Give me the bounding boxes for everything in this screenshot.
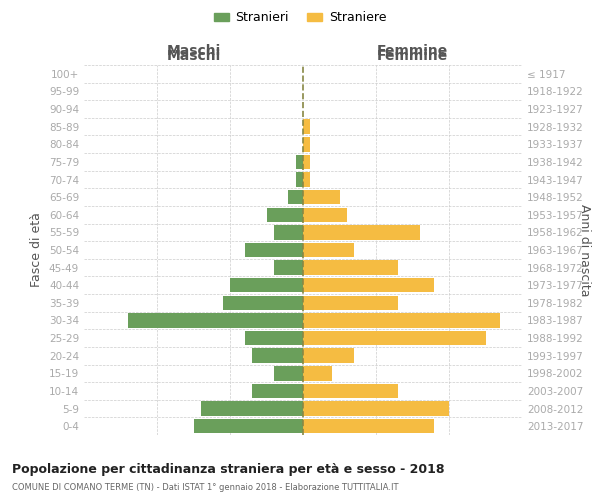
Y-axis label: Anni di nascita: Anni di nascita (578, 204, 590, 296)
Bar (252, 384, 303, 398)
Text: Femmine: Femmine (377, 48, 448, 62)
Bar (303, 419, 434, 434)
Bar (303, 190, 340, 204)
Bar (289, 190, 303, 204)
Text: Maschi: Maschi (166, 44, 221, 58)
Bar (266, 208, 303, 222)
Text: Femmine: Femmine (377, 44, 448, 58)
Bar (303, 314, 500, 328)
Bar (303, 331, 485, 345)
Bar (303, 296, 398, 310)
Bar (245, 243, 303, 257)
Bar (274, 366, 303, 380)
Bar (303, 348, 354, 363)
Bar (274, 260, 303, 275)
Bar (303, 260, 398, 275)
Text: Maschi: Maschi (166, 48, 221, 62)
Bar (303, 154, 310, 169)
Bar (201, 402, 303, 416)
Bar (303, 137, 310, 152)
Text: COMUNE DI COMANO TERME (TN) - Dati ISTAT 1° gennaio 2018 - Elaborazione TUTTITAL: COMUNE DI COMANO TERME (TN) - Dati ISTAT… (12, 484, 398, 492)
Bar (252, 348, 303, 363)
Bar (296, 172, 303, 186)
Bar (230, 278, 303, 292)
Bar (194, 419, 303, 434)
Bar (274, 225, 303, 240)
Y-axis label: Fasce di età: Fasce di età (31, 212, 43, 288)
Bar (303, 225, 420, 240)
Bar (245, 331, 303, 345)
Bar (303, 278, 434, 292)
Bar (296, 154, 303, 169)
Text: Popolazione per cittadinanza straniera per età e sesso - 2018: Popolazione per cittadinanza straniera p… (12, 462, 445, 475)
Bar (303, 243, 354, 257)
Bar (128, 314, 303, 328)
Bar (303, 402, 449, 416)
Bar (303, 172, 310, 186)
Bar (303, 384, 398, 398)
Bar (303, 208, 347, 222)
Legend: Stranieri, Straniere: Stranieri, Straniere (209, 6, 391, 29)
Bar (303, 366, 332, 380)
Bar (223, 296, 303, 310)
Bar (303, 120, 310, 134)
